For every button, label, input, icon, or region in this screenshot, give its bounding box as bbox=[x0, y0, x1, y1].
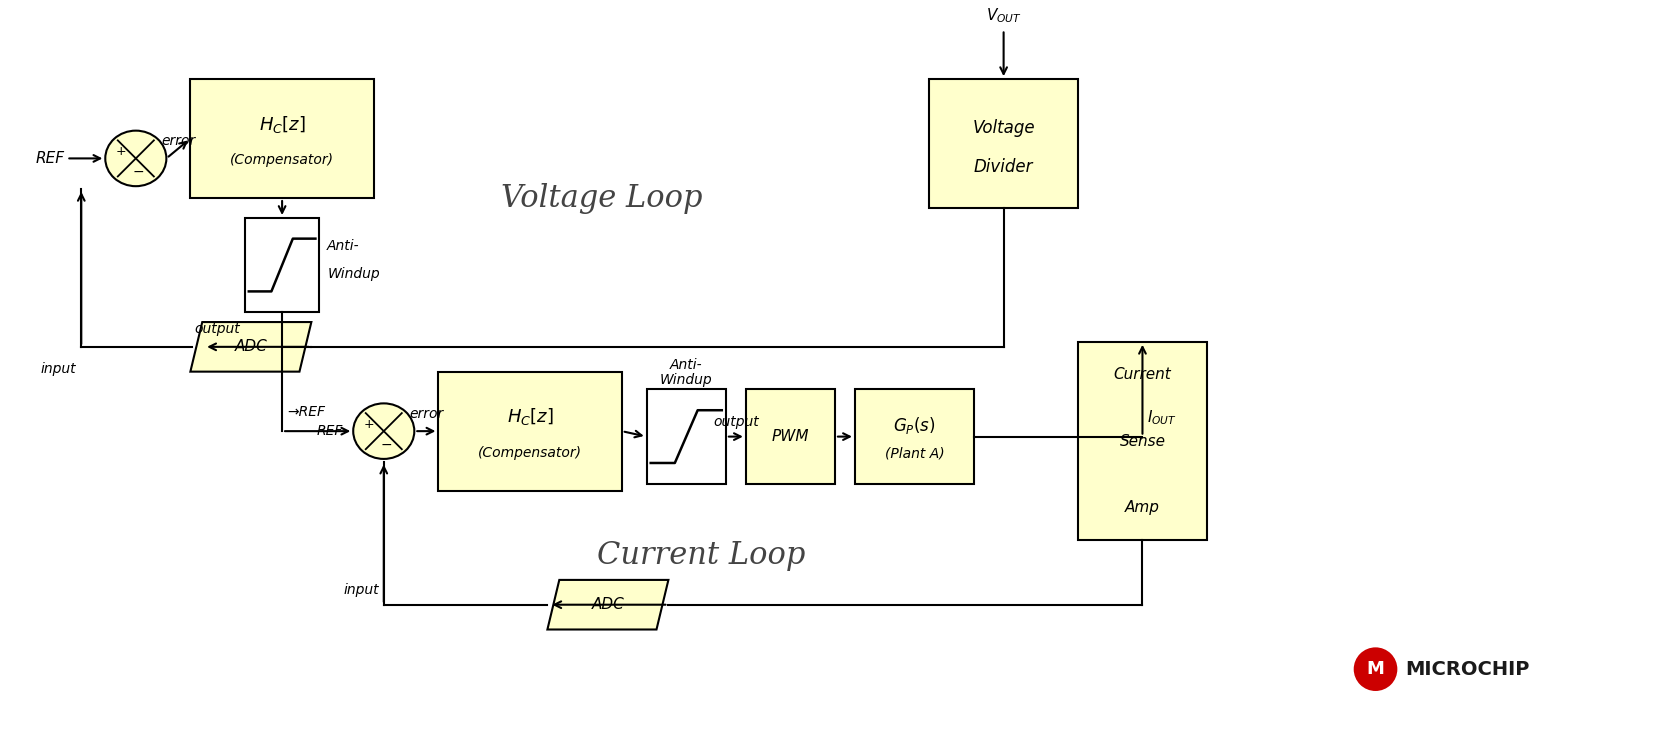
Bar bbox=[438, 372, 621, 491]
Text: (Compensator): (Compensator) bbox=[229, 153, 335, 167]
Ellipse shape bbox=[105, 131, 166, 186]
Bar bbox=[244, 218, 320, 312]
Text: ADC: ADC bbox=[591, 597, 624, 613]
Text: $G_P(s)$: $G_P(s)$ bbox=[892, 415, 935, 436]
Bar bbox=[744, 390, 835, 483]
Text: PWM: PWM bbox=[771, 429, 808, 444]
Text: −: − bbox=[132, 165, 144, 179]
Text: ADC: ADC bbox=[234, 339, 268, 354]
Text: →REF: →REF bbox=[286, 405, 325, 419]
Text: Windup: Windup bbox=[659, 373, 713, 387]
Text: Divider: Divider bbox=[974, 158, 1032, 176]
Bar bbox=[929, 79, 1077, 208]
Text: $H_C[z]$: $H_C[z]$ bbox=[507, 407, 554, 427]
Text: $I_{OUT}$: $I_{OUT}$ bbox=[1146, 408, 1176, 427]
Bar bbox=[1077, 342, 1206, 540]
Text: Voltage Loop: Voltage Loop bbox=[500, 182, 703, 213]
Text: Sense: Sense bbox=[1119, 433, 1164, 449]
Text: Windup: Windup bbox=[326, 267, 380, 281]
Text: Current: Current bbox=[1113, 368, 1171, 382]
Polygon shape bbox=[191, 322, 311, 372]
Bar bbox=[646, 390, 726, 483]
Text: REF: REF bbox=[316, 424, 343, 438]
Text: $V_{OUT}$: $V_{OUT}$ bbox=[985, 6, 1021, 24]
Text: error: error bbox=[408, 407, 443, 421]
Text: error: error bbox=[161, 134, 196, 148]
Text: Anti-: Anti- bbox=[669, 358, 703, 372]
Text: input: input bbox=[343, 583, 378, 597]
Text: Current Loop: Current Loop bbox=[597, 539, 805, 570]
Text: (Plant A): (Plant A) bbox=[883, 446, 944, 461]
Bar bbox=[191, 79, 373, 198]
Text: MICROCHIP: MICROCHIP bbox=[1404, 660, 1529, 679]
Ellipse shape bbox=[353, 404, 413, 459]
Polygon shape bbox=[547, 580, 668, 630]
Text: Anti-: Anti- bbox=[326, 239, 360, 253]
Text: input: input bbox=[40, 362, 77, 376]
Text: M: M bbox=[1365, 661, 1384, 678]
Text: +: + bbox=[363, 418, 373, 431]
Bar bbox=[855, 390, 974, 483]
Text: Amp: Amp bbox=[1124, 500, 1159, 514]
Text: $H_C[z]$: $H_C[z]$ bbox=[259, 114, 306, 135]
Text: REF: REF bbox=[35, 151, 64, 166]
Text: (Compensator): (Compensator) bbox=[478, 446, 582, 460]
Text: +: + bbox=[115, 145, 125, 158]
Text: output: output bbox=[194, 322, 239, 336]
Text: output: output bbox=[713, 415, 758, 429]
Text: −: − bbox=[380, 438, 391, 452]
Text: Voltage: Voltage bbox=[972, 119, 1034, 137]
Circle shape bbox=[1353, 647, 1397, 691]
